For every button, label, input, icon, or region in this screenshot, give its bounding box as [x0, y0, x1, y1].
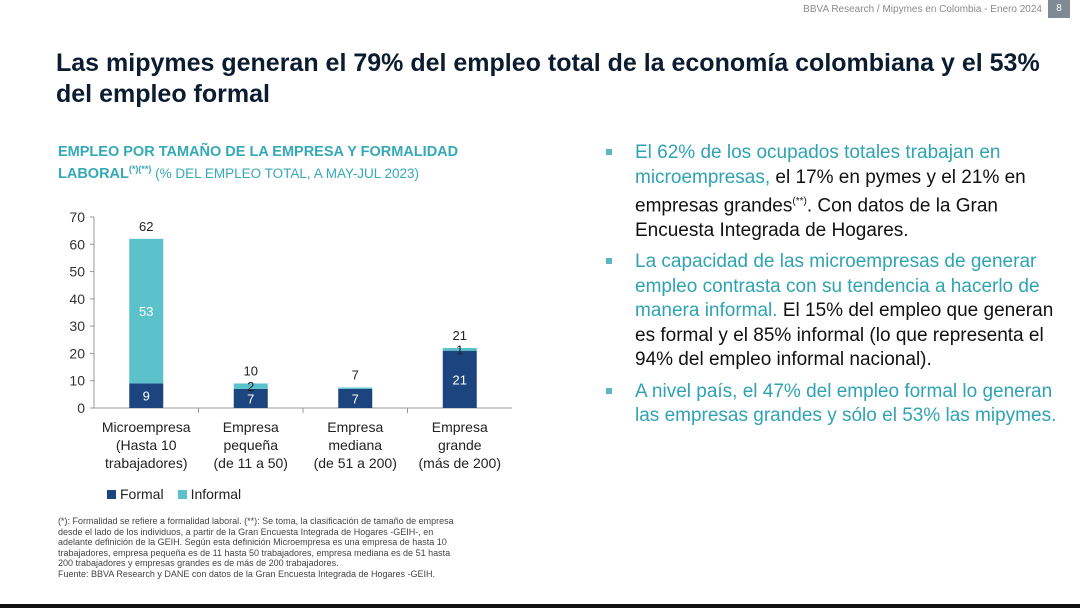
bullet-highlight: La capacidad de las microempresas de gen… — [635, 251, 1040, 322]
footnote-line: Fuente: BBVA Research y DANE con datos d… — [58, 568, 436, 579]
header-source: BBVA Research / Mipymes en Colombia - En… — [803, 4, 1042, 15]
bar-informal — [338, 387, 373, 389]
legend-label-formal: Formal — [120, 486, 164, 502]
x-tick-label: (más de 200) — [419, 455, 501, 471]
footnote-line: trabajadores, empresa pequeña es de 11 h… — [58, 547, 451, 558]
x-tick-label: pequeña — [223, 437, 278, 453]
chart-title-main: EMPLEO POR TAMAÑO DE LA EMPRESA Y FORMAL… — [58, 144, 459, 182]
bottom-rule — [0, 604, 1080, 608]
x-tick-label: Empresa — [327, 419, 383, 435]
chart-title-sub: (% DEL EMPLEO TOTAL, A MAY-JUL 2023) — [151, 165, 419, 181]
footnote-line: adelante definición de la GEIH. Según es… — [58, 537, 447, 548]
bar-informal — [233, 383, 268, 389]
data-label-total: 62 — [139, 219, 153, 234]
data-label-total: 7 — [352, 368, 359, 383]
footnote: (*): Formalidad se refiere a formalidad … — [58, 516, 528, 580]
y-tick-label: 30 — [69, 318, 85, 334]
bullet-text: el 17% en pymes y el 21% en empresas gra… — [635, 166, 1026, 217]
page-number-badge: 8 — [1048, 0, 1070, 18]
footnote-line: (*): Formalidad se refiere a formalidad … — [58, 516, 454, 526]
bullet-text: El 15% del empleo que generan es formal … — [635, 300, 1054, 371]
y-tick-label: 0 — [77, 400, 85, 416]
bar-informal — [129, 238, 164, 384]
data-label-formal: 7 — [352, 391, 359, 406]
legend-item-informal: Informal — [177, 486, 242, 502]
legend-item-formal: Formal — [107, 486, 164, 502]
data-label-formal: 21 — [453, 372, 467, 387]
x-tick-label: (de 51 a 200) — [314, 455, 397, 471]
bullet-marker-icon — [606, 149, 612, 155]
legend-swatch-informal — [177, 489, 187, 499]
y-tick-label: 60 — [69, 236, 85, 252]
chart-legend: Formal Informal — [107, 486, 241, 502]
bar-formal — [129, 383, 164, 408]
footnote-line: desde el lado de los individuos, a parti… — [58, 526, 434, 537]
y-tick-label: 40 — [69, 291, 85, 307]
bullet-highlight: El 62% de los ocupados totales trabajan … — [635, 142, 1001, 188]
y-tick-label: 20 — [69, 345, 85, 361]
bullet-highlight: A nivel país, el 47% del empleo formal l… — [635, 380, 1057, 427]
x-tick-label: Microempresa — [102, 419, 191, 435]
bullet-marker-icon — [606, 258, 612, 265]
legend-label-informal: Informal — [190, 486, 242, 502]
bullet-sup: (**) — [792, 196, 807, 207]
data-label-formal: 7 — [247, 391, 254, 406]
bullet-marker-icon — [606, 387, 612, 394]
bar-formal — [442, 350, 477, 408]
bullet-item: El 62% de los ocupados totales trabajan … — [606, 141, 1066, 243]
header-strip: BBVA Research / Mipymes en Colombia - En… — [0, 0, 1080, 20]
x-tick-label: Empresa — [432, 419, 488, 435]
bar-chart: 0 10 20 30 40 50 60 70 9 53 62 Microempresa (Hasta 1… — [69, 209, 512, 471]
data-label-informal: 2 — [247, 379, 254, 394]
x-tick-label: grande — [438, 437, 482, 453]
bullet-list: El 62% de los ocupados totales trabajan … — [606, 141, 1066, 436]
y-tick-label: 50 — [69, 264, 85, 280]
y-tick-label: 70 — [69, 209, 85, 225]
x-tick-label: mediana — [328, 437, 382, 453]
y-tick-label: 10 — [69, 373, 85, 389]
footnote-line: 200 trabajadores y empresas grandes es d… — [58, 558, 339, 569]
bar-formal — [233, 388, 268, 408]
data-label-formal: 9 — [143, 389, 150, 404]
chart-title-sup: (*)(**) — [128, 164, 152, 174]
data-label-informal: 1 — [456, 342, 463, 357]
bar-informal — [442, 347, 477, 351]
x-tick-label: (de 11 a 50) — [214, 455, 288, 471]
bullet-item: A nivel país, el 47% del empleo formal l… — [606, 380, 1066, 429]
bullet-item: La capacidad de las microempresas de gen… — [606, 250, 1066, 373]
chart-title: EMPLEO POR TAMAÑO DE LA EMPRESA Y FORMAL… — [58, 144, 508, 183]
x-tick-label: (Hasta 10 — [116, 437, 177, 453]
data-label-informal: 53 — [139, 304, 153, 319]
bar-formal — [338, 388, 373, 408]
bullet-tail: . Con datos de la Gran Encuesta Integrad… — [635, 195, 998, 241]
data-label-total: 10 — [244, 363, 258, 378]
data-label-total: 21 — [453, 328, 467, 343]
x-tick-label: trabajadores) — [105, 455, 188, 471]
page-title: Las mipymes generan el 79% del empleo to… — [56, 49, 1040, 108]
legend-swatch-formal — [107, 489, 116, 499]
x-tick-label: Empresa — [223, 419, 279, 435]
